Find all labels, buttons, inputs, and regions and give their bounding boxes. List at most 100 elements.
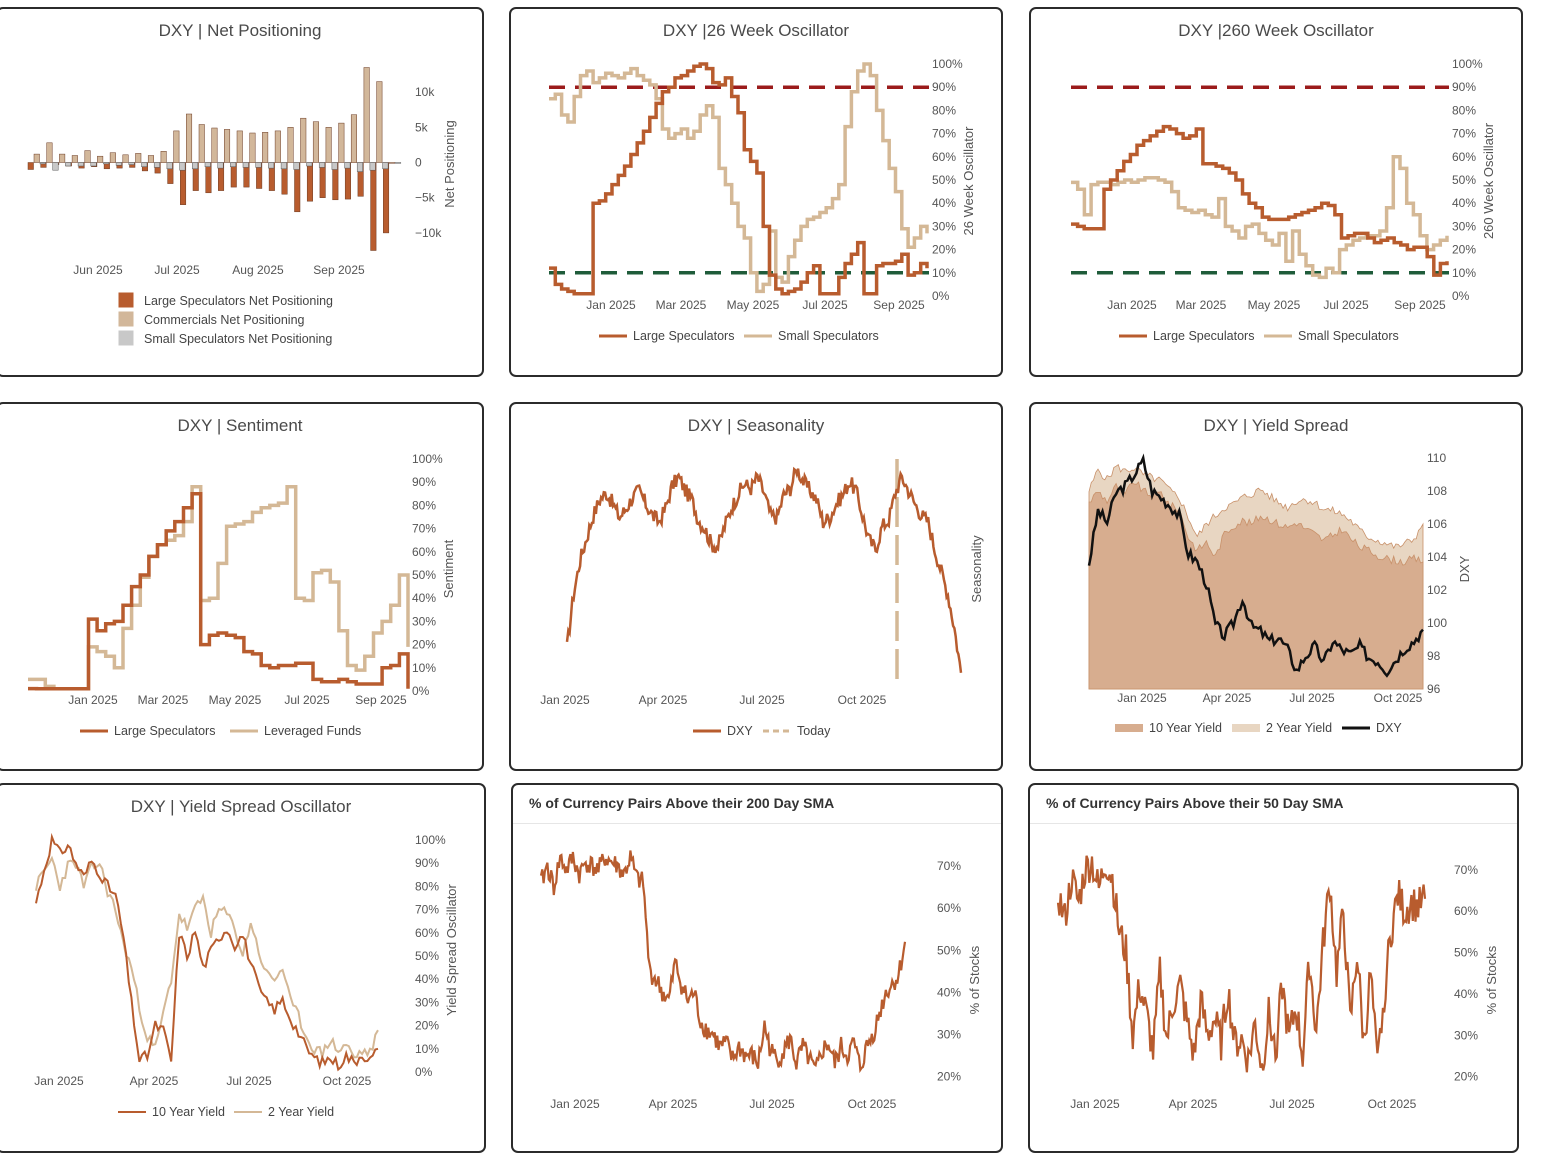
bar [293, 162, 300, 170]
y-tick-label: 100% [932, 57, 963, 71]
x-tick-label: Oct 2025 [1368, 1097, 1417, 1111]
x-tick-label: Jan 2025 [68, 693, 118, 707]
series-dxy [565, 466, 963, 673]
title-divider [1030, 823, 1517, 824]
bar [242, 162, 249, 168]
bar [39, 162, 46, 165]
legend-label: Small Speculators [1298, 329, 1399, 343]
y-tick-label: 50% [412, 568, 436, 582]
y-tick-label: 104 [1427, 550, 1447, 564]
chart-title: DXY |26 Week Oscillator [662, 21, 850, 40]
panel-yield-spread-oscillator: DXY | Yield Spread Oscillator 100% 90% 80%… [0, 783, 486, 1153]
x-tick-label: Oct 2025 [848, 1097, 897, 1111]
bar [294, 162, 301, 213]
bar [217, 162, 224, 169]
legend-label: 2 Year Yield [268, 1105, 334, 1119]
bar [71, 155, 78, 163]
bar [122, 154, 129, 163]
y-tick-label: 60% [937, 901, 961, 915]
legend-label: 10 Year Yield [152, 1105, 225, 1119]
x-tick-label: Jul 2025 [226, 1074, 272, 1088]
bar [205, 162, 212, 194]
bar [46, 142, 53, 163]
y-tick-label: 70% [1452, 127, 1476, 141]
y-axis-label: Yield Spread Oscillator [444, 883, 459, 1015]
legend-label: DXY [1376, 721, 1402, 735]
yield-spread-oscillator-chart: 100% 90% 80% 70% 60% 50% 40% 30% 20% 10% 0% Yield S… [34, 832, 459, 1119]
bar [382, 162, 389, 170]
y-axis-label: 26 Week Oscillator [961, 126, 976, 236]
bar [135, 153, 142, 163]
y-tick-label: 0 [415, 156, 422, 170]
y-tick-label: 60% [932, 150, 956, 164]
y-tick-label: 20% [1454, 1070, 1478, 1084]
x-tick-label: Mar 2025 [1176, 298, 1227, 312]
bar [319, 162, 326, 198]
series-leveraged-funds [28, 485, 410, 691]
y-tick-label: 50% [937, 943, 961, 957]
x-tick-label: Jan 2025 [586, 298, 636, 312]
bar [90, 162, 97, 167]
bar [325, 127, 332, 163]
legend-label: Large Speculators [1153, 329, 1254, 343]
net-positioning-chart: 10k 5k 0 −5k −10k Net Positioning Jun 2025 Jul … [27, 67, 457, 346]
y-tick-label: 90% [412, 475, 436, 489]
x-tick-label: Jan 2025 [1117, 691, 1167, 705]
title-divider [513, 823, 1001, 824]
bar [211, 127, 218, 163]
x-tick-label: Jan 2025 [540, 693, 590, 707]
y-tick-label: 0% [1452, 289, 1470, 303]
bar [27, 162, 34, 170]
series-10-year-yield [1088, 481, 1424, 690]
panel-260-week-oscillator: DXY |260 Week Oscillator 100% 90% 80% 70% 60… [1029, 7, 1523, 377]
bar [33, 153, 40, 163]
x-tick-label: Jan 2025 [550, 1097, 600, 1111]
x-tick-label: Mar 2025 [656, 298, 707, 312]
bar [350, 114, 357, 163]
legend-label: Small Speculators [778, 329, 879, 343]
bar [192, 162, 199, 170]
x-tick-label: Jul 2025 [802, 298, 848, 312]
legend-swatch [118, 330, 134, 346]
legend-label: Leveraged Funds [264, 724, 361, 738]
y-tick-label: 10% [1452, 266, 1476, 280]
bar [173, 130, 180, 163]
bar [262, 132, 269, 163]
series-large-speculators [549, 62, 929, 296]
y-axis-label: % of Stocks [1484, 945, 1499, 1014]
chart-title: % of Currency Pairs Above their 200 Day … [529, 795, 835, 811]
bar [179, 162, 186, 171]
y-tick-label: 20% [412, 638, 436, 652]
x-tick-label: Jul 2025 [1289, 691, 1335, 705]
y-tick-label: 40% [932, 196, 956, 210]
legend-label: Commercials Net Positioning [144, 313, 305, 327]
legend-label: Large Speculators [633, 329, 734, 343]
bar [97, 155, 104, 163]
y-tick-label: 30% [412, 614, 436, 628]
legend-swatch [118, 311, 134, 327]
y-tick-label: 70% [1454, 863, 1478, 877]
y-tick-label: 100% [412, 452, 443, 466]
y-tick-label: 10% [415, 1042, 439, 1056]
y-tick-label: 80% [932, 103, 956, 117]
x-tick-label: Sep 2025 [313, 263, 365, 277]
chart-title: DXY | Yield Spread Oscillator [130, 797, 352, 816]
chart-title: DXY | Seasonality [687, 416, 825, 435]
y-tick-label: 80% [415, 879, 439, 893]
bar [166, 162, 173, 170]
y-tick-label: 106 [1427, 517, 1447, 531]
x-tick-label: Jul 2025 [1323, 298, 1369, 312]
series-2-year-yield [35, 855, 379, 1059]
series-small-speculators [1071, 155, 1449, 280]
bar [84, 150, 91, 163]
y-tick-label: 20% [932, 243, 956, 257]
x-tick-label: Jul 2025 [154, 263, 200, 277]
y-tick-label: 20% [1452, 243, 1476, 257]
legend-label: DXY [727, 724, 753, 738]
bar [224, 129, 231, 163]
bar [236, 130, 243, 163]
bar [383, 162, 390, 234]
y-tick-label: 70% [415, 903, 439, 917]
y-tick-label: 80% [1452, 103, 1476, 117]
y-tick-label: 108 [1427, 484, 1447, 498]
